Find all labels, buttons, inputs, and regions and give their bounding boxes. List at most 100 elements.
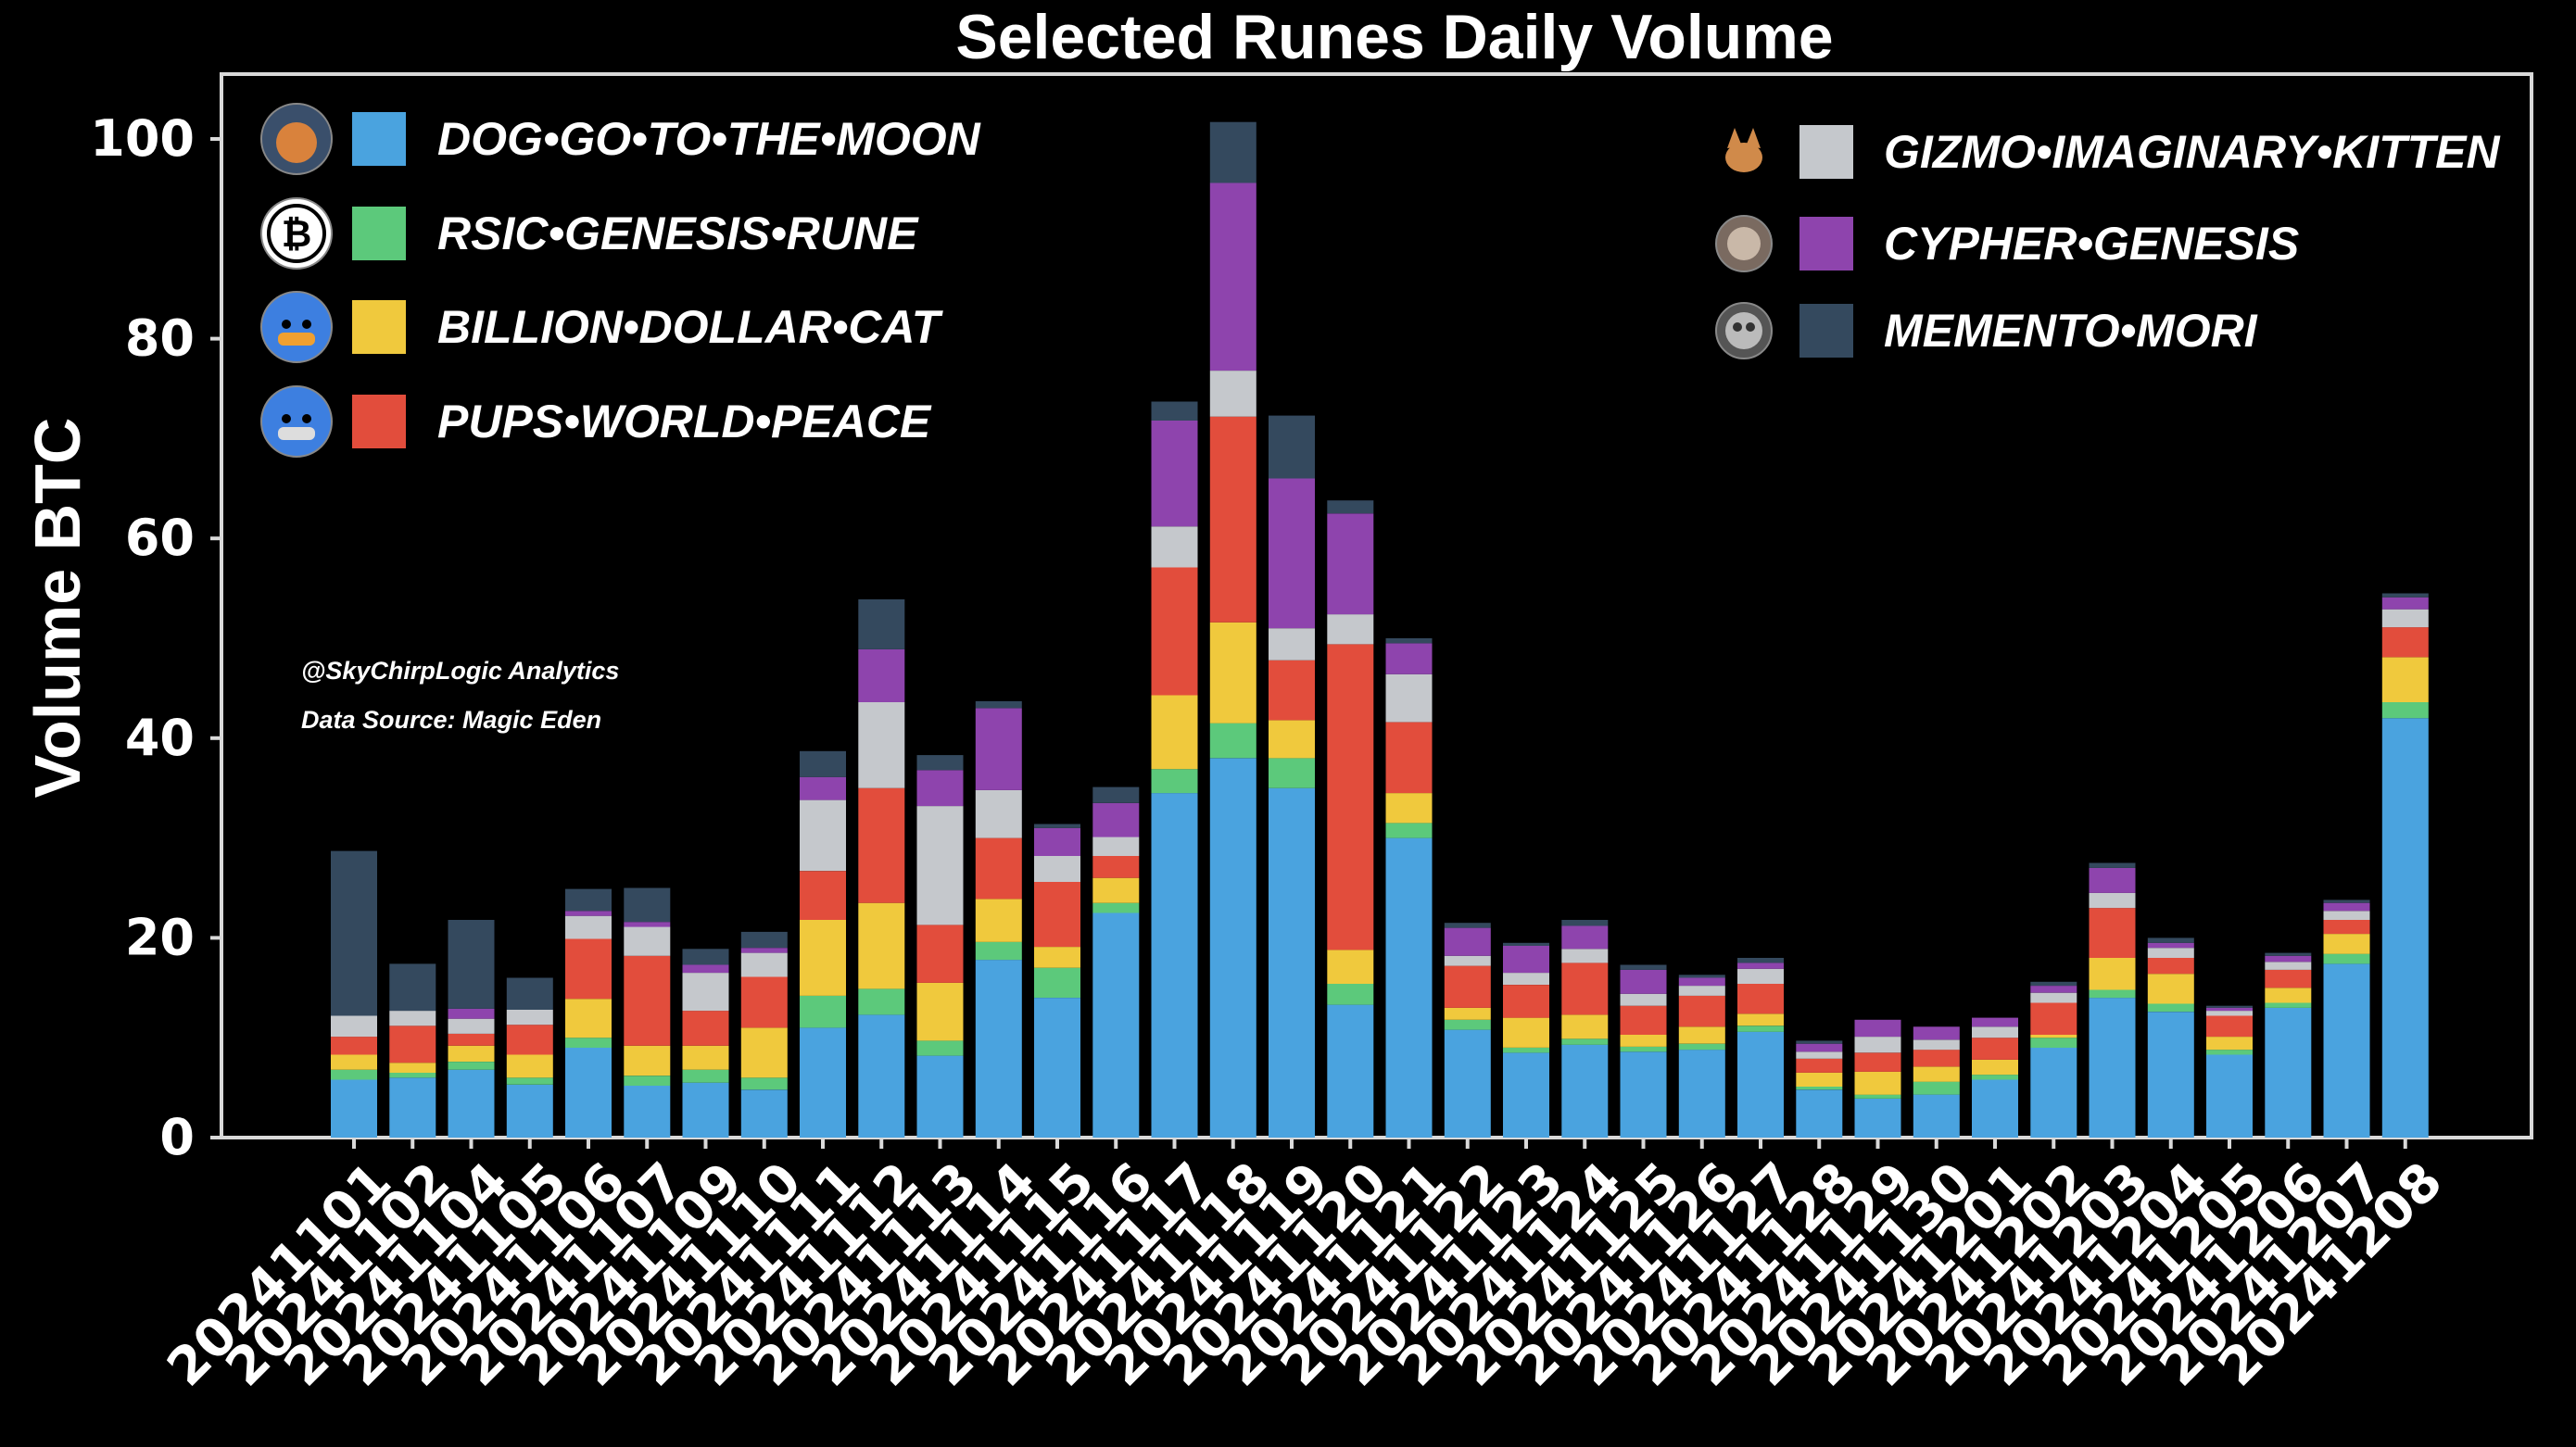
bar-segment-20241124-s5 bbox=[1561, 925, 1609, 950]
bar-segment-20241116-s6 bbox=[1092, 786, 1140, 803]
bar-segment-20241119-s1 bbox=[1269, 758, 1315, 788]
annotations: @SkyChirpLogic Analytics Data Source: Ma… bbox=[301, 657, 619, 734]
bar-segment-20241124-s1 bbox=[1561, 1038, 1609, 1045]
bar-segment-20241101-s6 bbox=[331, 850, 377, 1016]
bar-segment-20241118-s5 bbox=[1209, 182, 1256, 371]
bar-segment-20241119-s0 bbox=[1269, 787, 1315, 1138]
bar-segment-20241123-s0 bbox=[1503, 1052, 1549, 1138]
bar-segment-20241129-s3 bbox=[1854, 1052, 1901, 1072]
bar-segment-20241107-s5 bbox=[624, 922, 671, 927]
bar-segment-20241128-s5 bbox=[1796, 1043, 1843, 1052]
bar-stacks bbox=[331, 121, 2429, 1138]
bar-segment-20241112-s4 bbox=[858, 702, 905, 788]
bar-segment-20241126-s1 bbox=[1678, 1043, 1725, 1051]
bar-segment-20241110-s3 bbox=[740, 976, 788, 1028]
bar-segment-20241106-s3 bbox=[565, 938, 612, 1000]
bar-segment-20241128-s2 bbox=[1796, 1072, 1843, 1087]
bar-segment-20241128-s1 bbox=[1796, 1087, 1843, 1090]
bar-segment-20241101-s1 bbox=[331, 1069, 377, 1080]
bar-segment-20241115-s0 bbox=[1034, 998, 1080, 1138]
bar-segment-20241126-s0 bbox=[1678, 1050, 1725, 1138]
bar-segment-20241129-s1 bbox=[1854, 1094, 1901, 1099]
bar-segment-20241203-s6 bbox=[2089, 862, 2136, 868]
bar-segment-20241104-s3 bbox=[448, 1033, 495, 1046]
legend-swatch-6 bbox=[1799, 304, 1853, 358]
bar-segment-20241128-s6 bbox=[1796, 1040, 1843, 1044]
legend-item-6: MEMENTO•MORI bbox=[1715, 302, 2258, 359]
bar-segment-20241106-s1 bbox=[565, 1038, 612, 1048]
bar-segment-20241205-s0 bbox=[2206, 1054, 2253, 1138]
bar-segment-20241201-s0 bbox=[1972, 1079, 2018, 1138]
bar-segment-20241118-s3 bbox=[1209, 416, 1256, 623]
bar-segment-20241123-s6 bbox=[1503, 942, 1549, 946]
bar-segment-20241104-s2 bbox=[448, 1045, 495, 1062]
bar-segment-20241115-s2 bbox=[1034, 947, 1080, 968]
bar-segment-20241204-s1 bbox=[2147, 1003, 2194, 1013]
bar-segment-20241124-s6 bbox=[1561, 920, 1609, 926]
bar-segment-20241204-s5 bbox=[2147, 942, 2194, 949]
bar-segment-20241114-s6 bbox=[975, 700, 1022, 709]
bar-segment-20241107-s1 bbox=[624, 1076, 671, 1086]
bar-segment-20241127-s3 bbox=[1737, 984, 1784, 1014]
bar-segment-20241206-s6 bbox=[2265, 952, 2312, 956]
bar-segment-20241111-s5 bbox=[800, 776, 846, 800]
bar-segment-20241110-s4 bbox=[740, 952, 788, 977]
bar-segment-20241102-s0 bbox=[389, 1077, 436, 1138]
bar-segment-20241125-s0 bbox=[1620, 1051, 1667, 1138]
bar-segment-20241208-s6 bbox=[2381, 593, 2429, 598]
bar-segment-20241127-s1 bbox=[1737, 1025, 1784, 1032]
bar-segment-20241117-s1 bbox=[1151, 769, 1198, 794]
y-tick-label-100: 100 bbox=[90, 109, 195, 168]
bar-segment-20241106-s2 bbox=[565, 999, 612, 1038]
bar-segment-20241121-s2 bbox=[1385, 793, 1433, 824]
bar-segment-20241207-s6 bbox=[2323, 900, 2370, 903]
bar-segment-20241116-s4 bbox=[1092, 837, 1140, 856]
y-tick-label-40: 40 bbox=[125, 709, 195, 767]
bar-segment-20241126-s6 bbox=[1678, 975, 1725, 978]
bar-segment-20241127-s6 bbox=[1737, 958, 1784, 963]
bar-segment-20241204-s3 bbox=[2147, 958, 2194, 975]
bar-segment-20241122-s6 bbox=[1444, 923, 1491, 928]
bar-segment-20241113-s4 bbox=[916, 806, 964, 925]
bar-segment-20241203-s4 bbox=[2089, 892, 2136, 909]
bar-segment-20241114-s2 bbox=[975, 899, 1022, 942]
bar-segment-20241206-s4 bbox=[2265, 962, 2312, 970]
bar-segment-20241201-s4 bbox=[1972, 1026, 2018, 1038]
bar-segment-20241125-s3 bbox=[1620, 1005, 1667, 1035]
bar-segment-20241129-s4 bbox=[1854, 1037, 1901, 1053]
y-tick-label-0: 0 bbox=[159, 1108, 195, 1166]
bar-segment-20241203-s0 bbox=[2089, 998, 2136, 1138]
bar-segment-20241117-s6 bbox=[1151, 401, 1198, 421]
bar-segment-20241129-s5 bbox=[1854, 1019, 1901, 1038]
bar-segment-20241204-s4 bbox=[2147, 948, 2194, 958]
bar-segment-20241201-s5 bbox=[1972, 1017, 2018, 1027]
bar-segment-20241113-s6 bbox=[916, 755, 964, 771]
bar-segment-20241123-s2 bbox=[1503, 1017, 1549, 1048]
annotation-source: Data Source: Magic Eden bbox=[301, 706, 601, 734]
bar-segment-20241106-s5 bbox=[565, 911, 612, 916]
bar-segment-20241128-s3 bbox=[1796, 1058, 1843, 1073]
bar-segment-20241115-s5 bbox=[1034, 827, 1080, 856]
bar-segment-20241201-s1 bbox=[1972, 1075, 2018, 1080]
bar-segment-20241107-s0 bbox=[624, 1085, 671, 1138]
bar-segment-20241107-s6 bbox=[624, 887, 671, 923]
bar-segment-20241111-s4 bbox=[800, 799, 846, 872]
bar-segment-20241110-s6 bbox=[740, 931, 788, 949]
bar-segment-20241109-s1 bbox=[682, 1069, 729, 1083]
bar-segment-20241111-s2 bbox=[800, 920, 846, 996]
bar-segment-20241205-s6 bbox=[2206, 1005, 2253, 1008]
bar-segment-20241120-s1 bbox=[1327, 984, 1374, 1005]
bar-segment-20241102-s2 bbox=[389, 1063, 436, 1073]
bar-segment-20241111-s3 bbox=[800, 871, 846, 920]
bar-segment-20241102-s3 bbox=[389, 1025, 436, 1063]
bar-segment-20241122-s5 bbox=[1444, 927, 1491, 956]
bar-segment-20241121-s1 bbox=[1385, 823, 1433, 838]
bar-segment-20241112-s5 bbox=[858, 648, 905, 702]
bar-segment-20241122-s0 bbox=[1444, 1029, 1491, 1138]
bar-segment-20241116-s2 bbox=[1092, 877, 1140, 903]
bar-segment-20241203-s1 bbox=[2089, 989, 2136, 999]
bar-segment-20241104-s1 bbox=[448, 1062, 495, 1070]
bar-segment-20241110-s5 bbox=[740, 948, 788, 953]
bar-segment-20241207-s4 bbox=[2323, 911, 2370, 920]
